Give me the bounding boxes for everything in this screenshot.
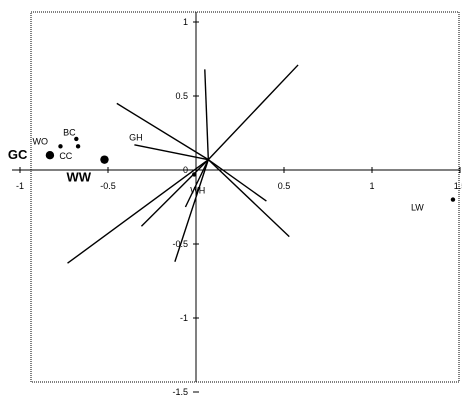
- vector-line: [116, 102, 209, 161]
- vector-line: [207, 159, 267, 202]
- labels: GC WW WO BC CC WH LW GH: [8, 127, 424, 212]
- plot-frame: [30, 11, 460, 383]
- point-label-gc: GC: [8, 147, 28, 162]
- vector-label: GH: [129, 132, 143, 142]
- y-tick-label: 0: [183, 165, 188, 175]
- point-cc: [74, 136, 79, 142]
- point-label-ww: WW: [66, 170, 91, 185]
- point-gc: [45, 151, 55, 160]
- point-lw: [450, 197, 456, 202]
- x-tick-label: 0.5: [278, 181, 291, 191]
- vector-line: [134, 144, 209, 161]
- y-tick-label: 0.5: [175, 91, 188, 101]
- points: [45, 136, 456, 202]
- vector-line: [67, 159, 209, 264]
- point-wh: [192, 172, 197, 177]
- vector-line: [184, 159, 209, 208]
- vector-line: [140, 159, 209, 227]
- vector-line: [204, 69, 210, 160]
- point-label-wo: WO: [32, 136, 48, 146]
- vector-line: [174, 159, 209, 262]
- vectors: [67, 64, 299, 264]
- y-tick-label: 1: [183, 17, 188, 27]
- x-tick-label: 1.5: [454, 181, 462, 191]
- point-label-lw: LW: [411, 203, 424, 213]
- vector-line: [207, 64, 299, 161]
- point-bc: [75, 144, 81, 149]
- y-tick-label: -1: [180, 313, 188, 323]
- x-tick-label: 1: [369, 181, 374, 191]
- point-label-wh: WH: [190, 185, 205, 195]
- axes: -1-0.50.511.510.50-0.5-1-1.5: [12, 12, 462, 397]
- x-tick-label: -1: [16, 181, 24, 191]
- x-tick-label: -0.5: [100, 181, 116, 191]
- point-label-cc: CC: [59, 151, 72, 161]
- point-label-bc: BC: [63, 127, 76, 137]
- y-tick-label: -1.5: [172, 387, 188, 397]
- vector-line: [207, 159, 290, 238]
- point-wo: [58, 144, 63, 149]
- point-ww: [100, 155, 109, 164]
